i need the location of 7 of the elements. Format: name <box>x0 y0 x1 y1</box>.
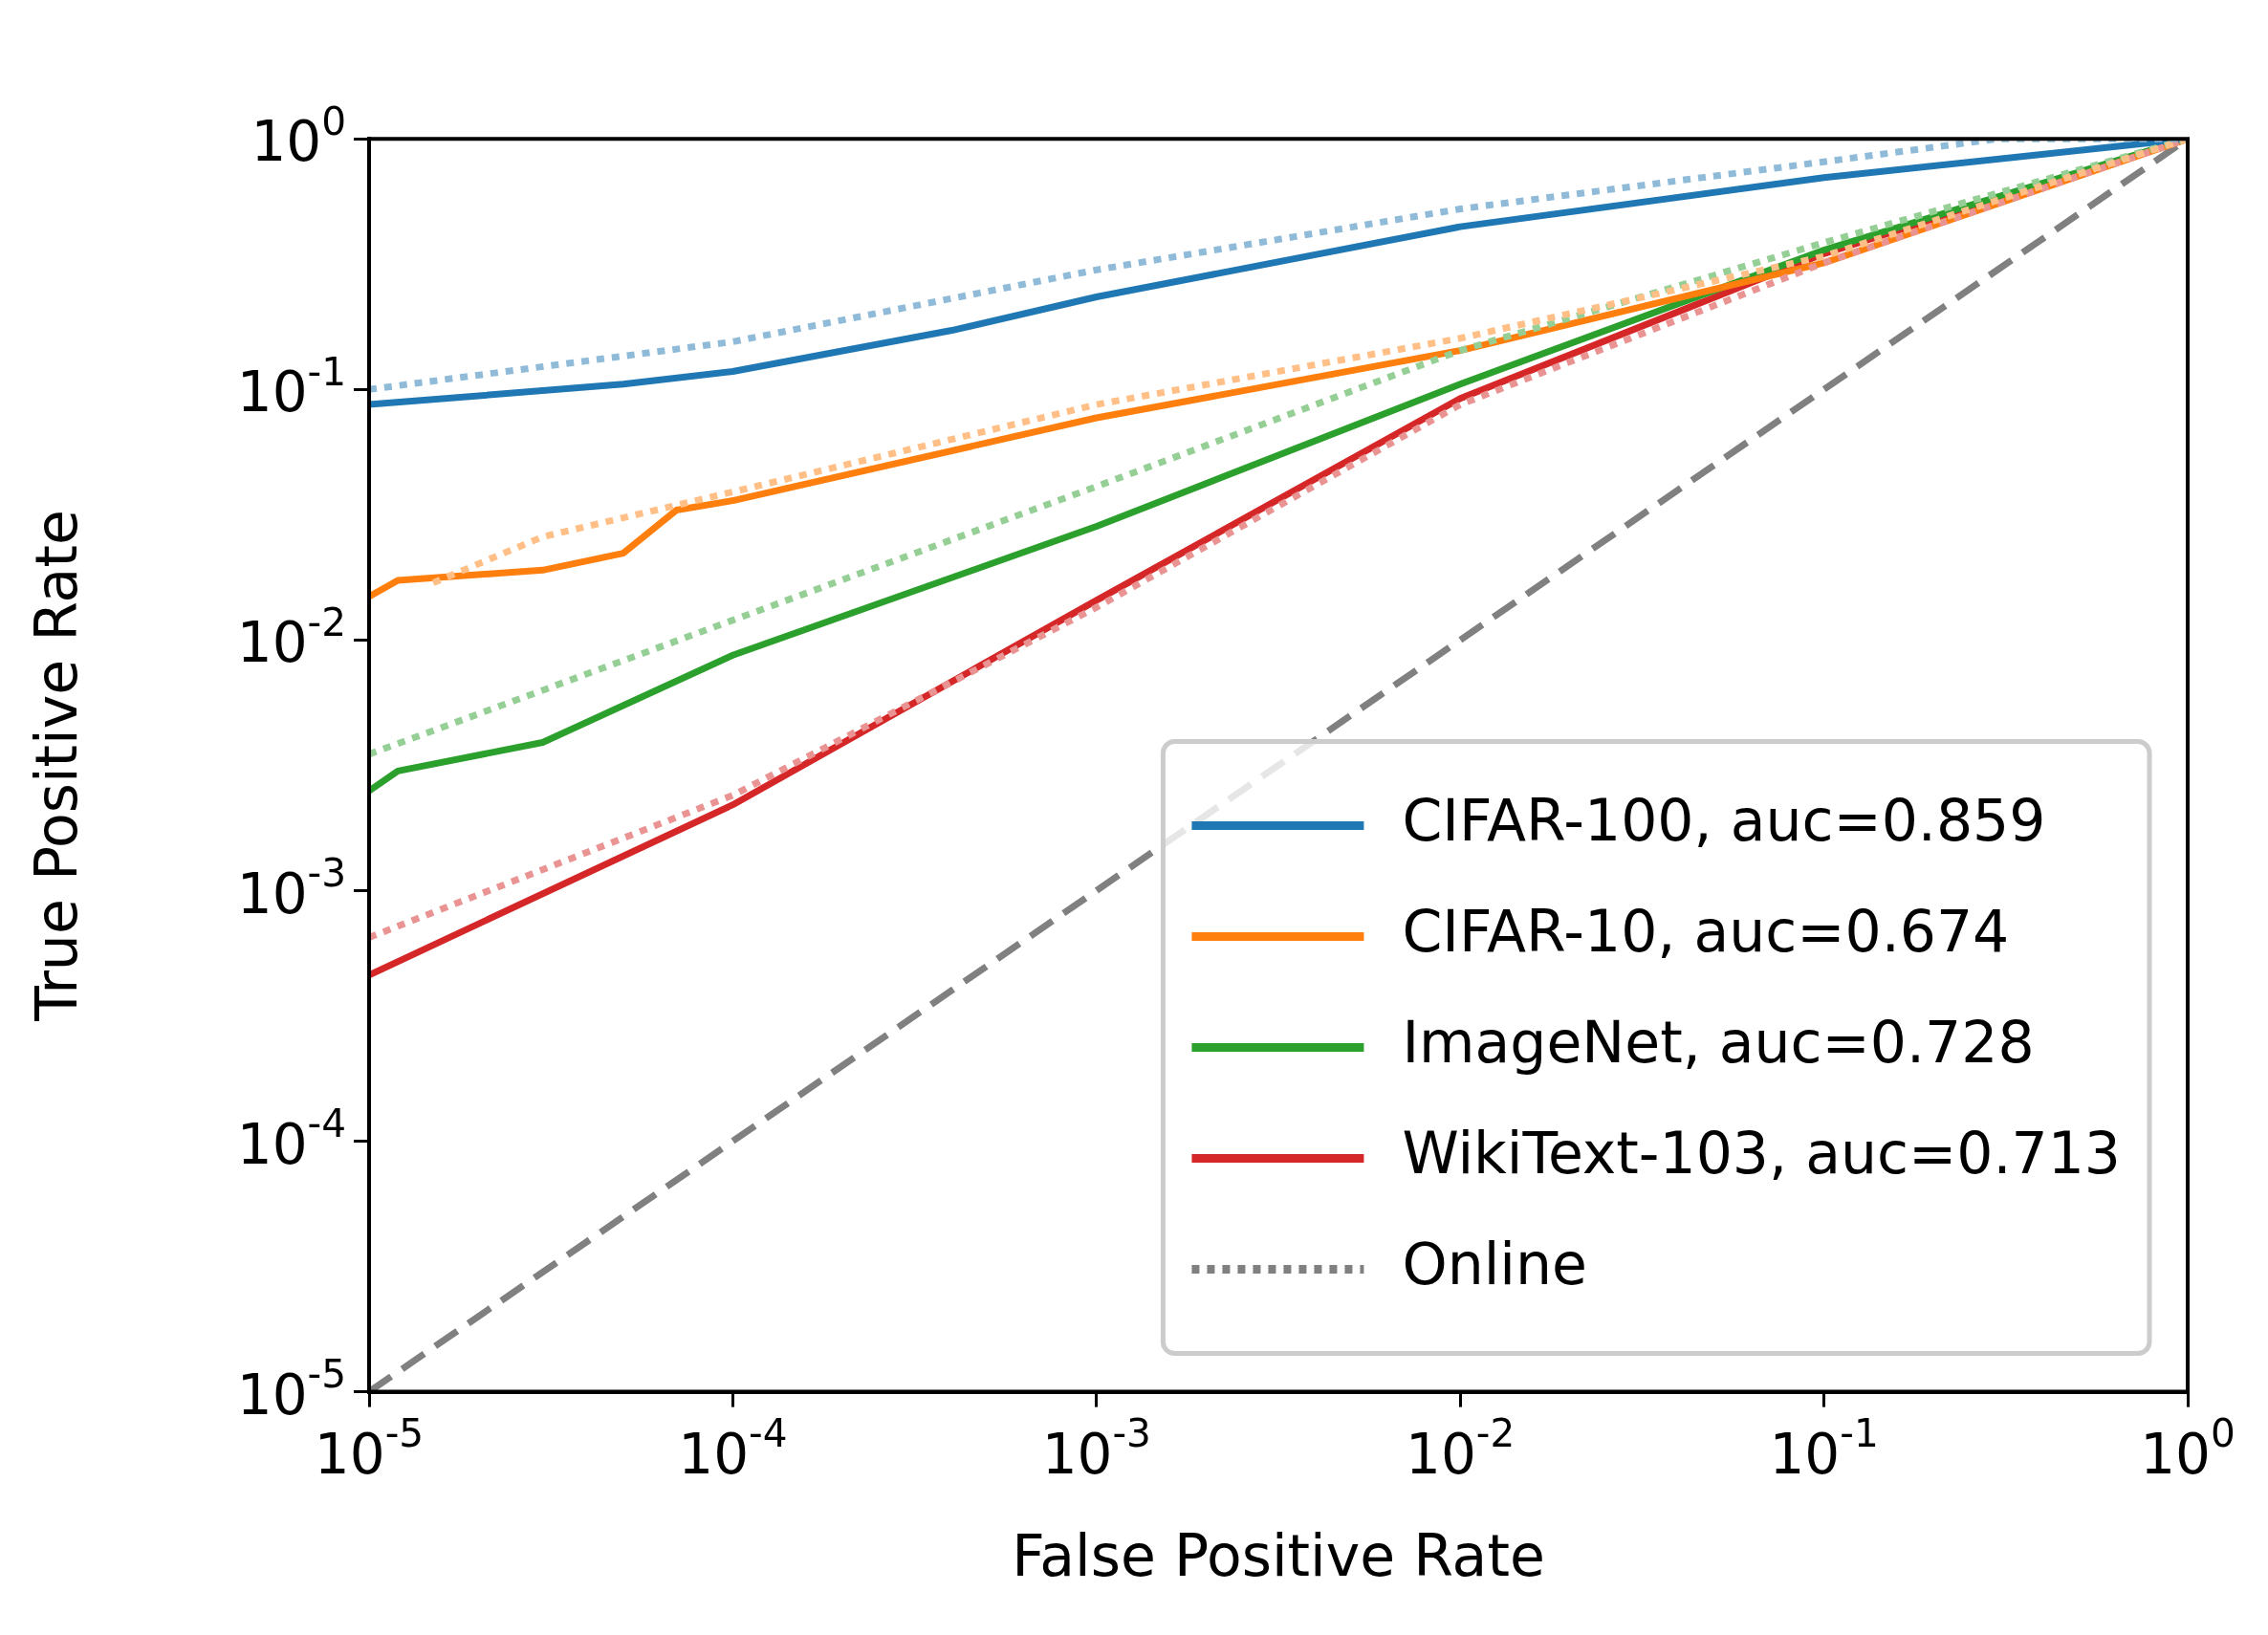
legend-label: CIFAR-10, auc=0.674 <box>1402 898 2010 966</box>
legend-label: WikiText-103, auc=0.713 <box>1402 1120 2122 1188</box>
legend-label: CIFAR-100, auc=0.859 <box>1402 787 2046 855</box>
x-axis-title: False Positive Rate <box>1012 1521 1545 1589</box>
legend-label: Online <box>1402 1231 1587 1298</box>
y-axis-title: True Positive Rate <box>22 510 90 1022</box>
legend-label: ImageNet, auc=0.728 <box>1402 1009 2035 1077</box>
